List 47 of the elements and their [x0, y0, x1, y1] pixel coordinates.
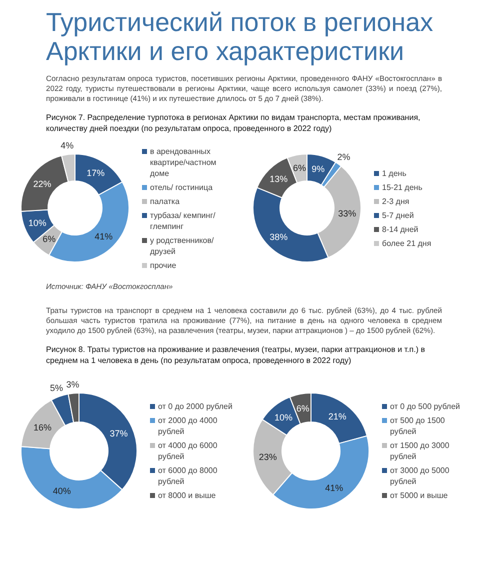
data-label: 10% [28, 218, 46, 228]
legend-label: палатка [150, 196, 180, 206]
data-label: 5% [50, 382, 64, 393]
legend-label: от 1500 до 3000 рублей [390, 440, 450, 462]
legend-label: от 2000 до 4000 рублей [158, 415, 218, 437]
legend-label: от 500 до 1500 рублей [390, 415, 446, 437]
chart-title: Туристический поток в регионах Арктики и его характеристики [45, 7, 434, 66]
data-label: 10% [274, 412, 293, 422]
legend-label: от 3000 до 5000 рублей [390, 465, 450, 487]
legend-label: более 21 дня [382, 238, 432, 248]
legend-label: 15-21 день [382, 182, 422, 192]
data-label: 22% [33, 179, 52, 190]
legend-label: прочие [150, 260, 176, 270]
data-label: 4% [60, 140, 74, 150]
legend-label: от 5000 и выше [390, 490, 448, 501]
legend-label: турбаза/ кемпинг/ глемпинг [150, 210, 216, 232]
legend-label: от 0 до 500 рублей [390, 401, 460, 412]
legend-label: 5-7 дней [382, 210, 414, 220]
data-label: 33% [338, 208, 356, 219]
data-label: 3% [66, 379, 80, 390]
legend-label: от 0 до 2000 рублей [158, 401, 232, 412]
data-label: 6% [292, 163, 306, 174]
legend-label: от 6000 до 8000 рублей [158, 465, 218, 487]
data-label: 38% [270, 232, 288, 242]
data-label: 37% [110, 428, 128, 438]
legend-label: отель/ гостиница [150, 182, 213, 192]
data-label: 17% [86, 168, 105, 178]
legend-label: от 4000 до 6000 рублей [158, 440, 218, 462]
text: Рисунок 7. Распределение турпотока в регионах Арктики по видам транспорта, местам проживания, количеству дней поездки (по результатам опроса, проведенного в 2022 году) [45, 112, 422, 134]
legend-label: у родственников/ друзей [150, 234, 215, 256]
legend-label: 1 день [382, 168, 406, 178]
data-label: 40% [52, 486, 71, 496]
legend-label: в арендованных квартире/частном доме [150, 146, 218, 178]
text: Рисунок 8. Траты туристов на проживание и развлечения (театры, музеи, парки аттракционов и т.п.) в среднем на 1 человека в день (по результатам опроса, проведенного в 2022 году) [45, 344, 426, 366]
data-label: 23% [258, 452, 277, 462]
data-label: 41% [325, 482, 344, 493]
legend-label: 8-14 дней [382, 224, 418, 234]
data-label: 2% [337, 152, 350, 162]
data-label: 6% [42, 234, 56, 244]
data-label: 41% [94, 232, 113, 242]
data-label: 9% [312, 164, 325, 174]
data-label: 16% [34, 422, 52, 432]
data-label: 21% [328, 411, 346, 422]
data-label: 6% [296, 403, 310, 414]
legend-label: от 8000 и выше [158, 490, 216, 501]
data-label: 13% [270, 174, 288, 184]
legend-label: 2-3 дня [382, 196, 410, 206]
